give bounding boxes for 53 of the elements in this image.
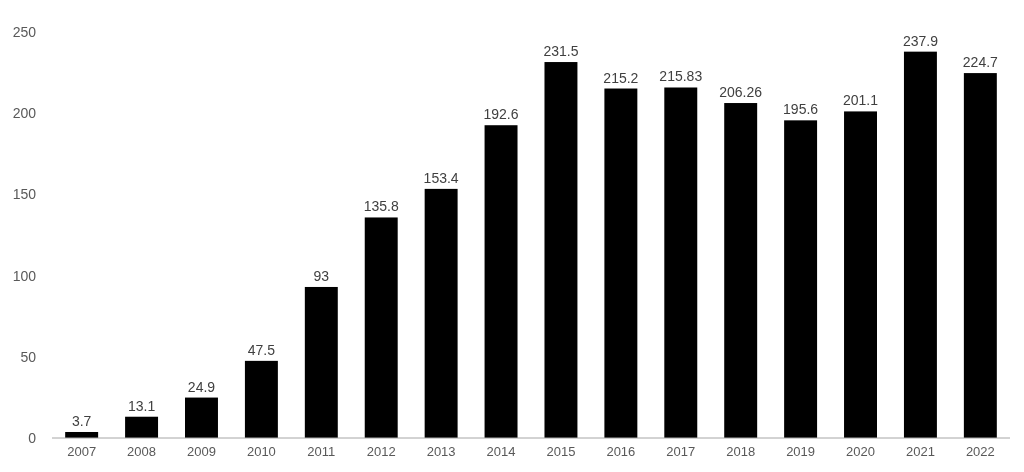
y-tick-label: 100 xyxy=(12,267,37,284)
data-label: 215.83 xyxy=(659,68,703,85)
bar xyxy=(724,103,758,438)
bar xyxy=(304,286,338,438)
data-label: 13.1 xyxy=(127,397,156,414)
data-label: 135.8 xyxy=(363,198,399,215)
x-tick-label: 2022 xyxy=(965,444,995,459)
bar xyxy=(664,87,698,438)
x-tick-label: 2009 xyxy=(187,444,216,459)
data-label: 93 xyxy=(313,267,330,284)
y-tick-label: 200 xyxy=(12,105,37,122)
x-tick-label: 2008 xyxy=(127,444,157,459)
x-tick-label: 2011 xyxy=(307,444,336,459)
y-tick-label: 50 xyxy=(20,348,37,365)
x-tick-label: 2016 xyxy=(606,444,636,459)
data-label: 237.9 xyxy=(902,32,939,49)
data-label: 224.7 xyxy=(962,54,999,71)
x-tick-label: 2007 xyxy=(67,444,97,459)
bar xyxy=(125,416,159,438)
bar xyxy=(903,51,937,438)
bar xyxy=(844,111,877,438)
bar xyxy=(185,397,218,438)
data-label: 206.26 xyxy=(719,84,763,101)
y-tick-label: 150 xyxy=(12,186,37,203)
x-tick-label: 2015 xyxy=(546,444,576,459)
bar xyxy=(784,120,818,438)
x-tick-label: 2010 xyxy=(246,444,276,459)
data-label: 201.1 xyxy=(842,92,879,109)
bar xyxy=(244,360,278,438)
bar xyxy=(484,125,518,438)
data-label: 195.6 xyxy=(783,101,819,118)
x-tick-label: 2018 xyxy=(726,444,756,459)
x-tick-label: 2014 xyxy=(486,444,516,459)
x-tick-label: 2019 xyxy=(786,444,816,459)
data-label: 192.6 xyxy=(483,106,519,123)
data-label: 231.5 xyxy=(543,43,579,60)
data-label: 24.9 xyxy=(187,378,216,395)
x-tick-label: 2012 xyxy=(366,444,396,459)
x-tick-label: 2020 xyxy=(846,444,875,459)
data-label: 47.5 xyxy=(247,341,276,358)
bar xyxy=(424,188,458,438)
bar xyxy=(364,217,398,438)
bar xyxy=(963,73,997,438)
x-tick-label: 2021 xyxy=(905,444,935,459)
bar xyxy=(604,88,638,438)
x-tick-label: 2017 xyxy=(666,444,696,459)
data-label: 215.2 xyxy=(603,69,639,86)
x-tick-label: 2013 xyxy=(426,444,456,459)
y-tick-label: 250 xyxy=(12,23,37,40)
y-tick-label: 0 xyxy=(28,429,37,446)
data-label: 3.7 xyxy=(71,412,92,429)
data-label: 153.4 xyxy=(423,169,459,186)
bar xyxy=(544,62,578,438)
